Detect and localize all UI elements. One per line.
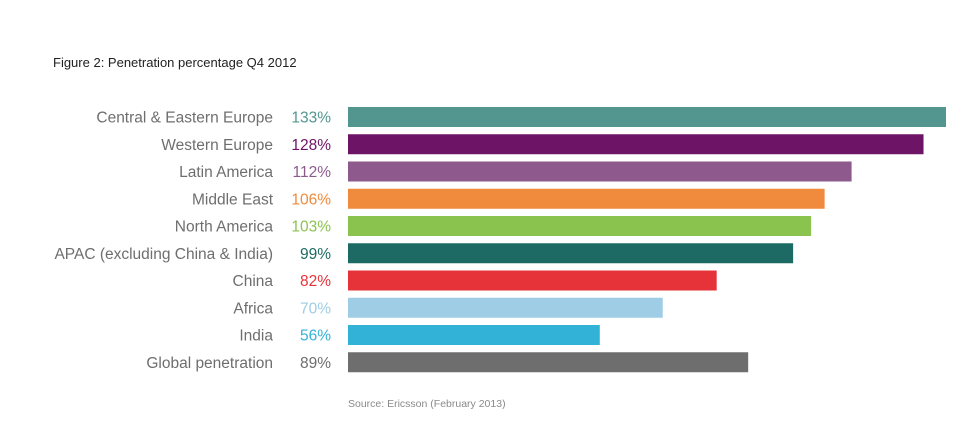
value-label-7: 70% [300, 300, 331, 317]
value-label-3: 106% [291, 191, 331, 208]
value-label-5: 99% [300, 246, 331, 263]
value-label-4: 103% [291, 219, 331, 236]
bar-6 [348, 270, 717, 291]
category-label-3: Middle East [192, 191, 274, 208]
bar-2 [348, 161, 852, 182]
source-note: Source: Ericsson (February 2013) [348, 398, 506, 410]
category-label-2: Latin America [179, 164, 273, 181]
category-label-6: China [233, 273, 274, 290]
bar-0 [348, 107, 946, 127]
bar-9 [348, 352, 749, 373]
bar-1 [348, 134, 924, 155]
category-label-5: APAC (excluding China & India) [54, 246, 273, 263]
bar-4 [348, 216, 812, 236]
bar-5 [348, 243, 794, 264]
bar-8 [348, 325, 600, 345]
category-label-9: Global penetration [146, 355, 273, 372]
chart-title: Figure 2: Penetration percentage Q4 2012 [53, 55, 297, 70]
bar-7 [348, 297, 663, 318]
value-label-2: 112% [293, 164, 332, 181]
value-label-0: 133% [291, 110, 331, 127]
category-label-7: Africa [233, 300, 273, 317]
value-label-9: 89% [300, 355, 331, 372]
category-label-8: India [239, 328, 273, 345]
value-label-8: 56% [300, 328, 331, 345]
category-label-0: Central & Eastern Europe [96, 110, 273, 127]
bar-3 [348, 188, 825, 209]
value-label-6: 82% [300, 273, 331, 290]
value-label-1: 128% [291, 137, 331, 154]
category-label-4: North America [175, 219, 274, 236]
category-label-1: Western Europe [161, 137, 273, 154]
